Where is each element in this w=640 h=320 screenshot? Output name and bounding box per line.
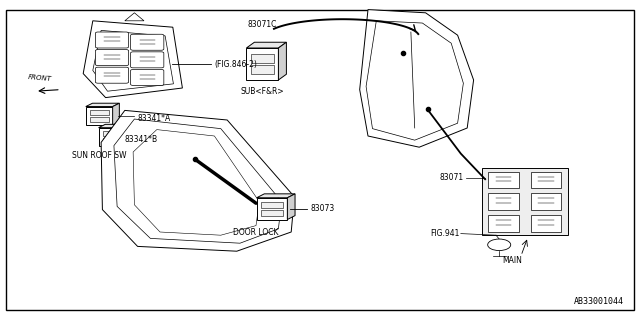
Polygon shape (366, 21, 463, 140)
Text: DOOR LOCK: DOOR LOCK (233, 228, 279, 237)
Bar (246, 48, 278, 80)
Text: AB33001044: AB33001044 (574, 297, 624, 306)
Bar (488, 172, 519, 188)
Polygon shape (83, 21, 182, 98)
FancyBboxPatch shape (95, 32, 129, 48)
Polygon shape (86, 103, 119, 107)
Bar (488, 193, 519, 210)
Text: 83073: 83073 (310, 204, 335, 213)
Text: SUB<F&R>: SUB<F&R> (241, 87, 284, 96)
Bar (251, 54, 274, 63)
Bar (251, 65, 274, 74)
Polygon shape (125, 13, 144, 21)
Polygon shape (257, 194, 295, 198)
Text: 83071C: 83071C (248, 20, 277, 29)
Bar (90, 116, 109, 122)
Bar (102, 138, 122, 143)
FancyBboxPatch shape (95, 50, 129, 66)
Polygon shape (278, 42, 287, 80)
Text: 83341*B: 83341*B (125, 135, 158, 144)
Polygon shape (101, 110, 294, 251)
Polygon shape (93, 30, 173, 91)
Bar (257, 198, 287, 220)
Text: FIG.941: FIG.941 (430, 229, 460, 238)
Text: SUN ROOF SW: SUN ROOF SW (72, 151, 127, 160)
Bar (488, 215, 519, 232)
Circle shape (488, 239, 511, 251)
Text: (FIG.846-2): (FIG.846-2) (214, 60, 257, 68)
Polygon shape (246, 42, 287, 48)
Polygon shape (133, 130, 259, 235)
Bar (531, 215, 561, 232)
Text: MAIN: MAIN (502, 256, 522, 265)
Bar (90, 110, 109, 115)
Text: 83341*A: 83341*A (138, 114, 171, 123)
Bar (261, 210, 283, 216)
Polygon shape (287, 194, 295, 220)
Text: 83071: 83071 (440, 173, 464, 182)
Polygon shape (113, 103, 119, 125)
FancyBboxPatch shape (131, 52, 164, 68)
FancyBboxPatch shape (95, 67, 129, 83)
Bar (99, 128, 125, 146)
Polygon shape (114, 119, 282, 243)
Bar (102, 131, 122, 136)
Bar (481, 168, 568, 235)
FancyBboxPatch shape (131, 34, 164, 50)
Bar (86, 107, 113, 125)
Polygon shape (125, 124, 132, 146)
FancyBboxPatch shape (131, 69, 164, 85)
Bar (531, 193, 561, 210)
Bar (531, 172, 561, 188)
Bar (261, 202, 283, 208)
Text: FRONT: FRONT (28, 74, 52, 82)
Polygon shape (360, 10, 474, 147)
Polygon shape (99, 124, 132, 128)
